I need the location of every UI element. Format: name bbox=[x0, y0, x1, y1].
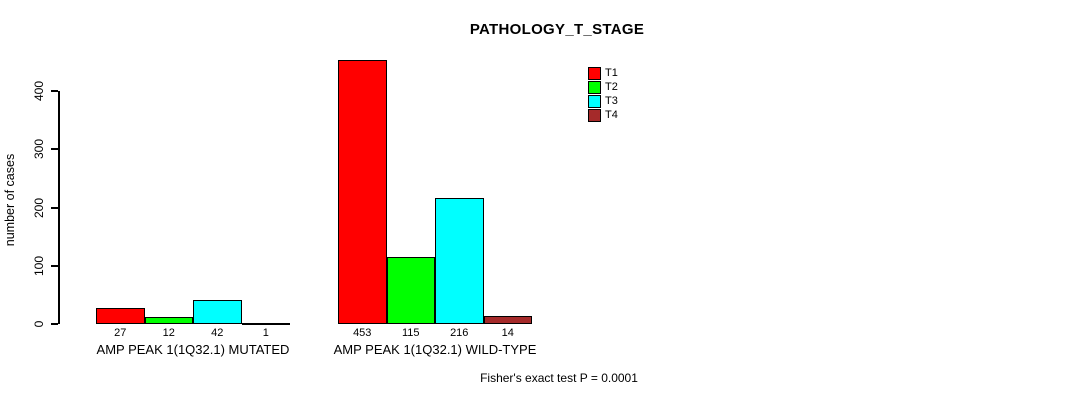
y-tick-label: 300 bbox=[32, 139, 46, 160]
bar bbox=[144, 317, 193, 324]
legend-label: T1 bbox=[605, 67, 618, 79]
y-tick-label: 400 bbox=[32, 80, 46, 102]
bar-value-label: 12 bbox=[162, 326, 175, 339]
legend-swatch-icon bbox=[588, 66, 601, 80]
bar-value-label: 453 bbox=[353, 326, 372, 339]
legend-swatch-icon bbox=[588, 108, 601, 122]
bar bbox=[241, 323, 290, 326]
group-label: AMP PEAK 1(1Q32.1) MUTATED bbox=[96, 341, 290, 357]
legend-item: T1 bbox=[588, 66, 618, 80]
legend-label: T3 bbox=[605, 95, 618, 107]
legend: T1 T2 T3 T4 bbox=[588, 66, 618, 122]
legend-item: T4 bbox=[588, 108, 618, 122]
y-tick bbox=[51, 264, 58, 267]
bar bbox=[96, 308, 145, 324]
y-tick bbox=[51, 148, 58, 151]
group-label: AMP PEAK 1(1Q32.1) WILD-TYPE bbox=[333, 341, 537, 357]
bar bbox=[338, 60, 387, 324]
bar-value-label: 216 bbox=[450, 326, 469, 339]
legend-item: T2 bbox=[588, 80, 618, 94]
bar-value-label: 14 bbox=[501, 326, 514, 339]
legend-swatch-icon bbox=[588, 80, 601, 94]
footnote-text: Fisher's exact test P = 0.0001 bbox=[480, 371, 638, 385]
bar-value-label: 115 bbox=[401, 326, 420, 339]
legend-label: T4 bbox=[605, 109, 618, 121]
bar bbox=[435, 198, 484, 324]
bar-value-label: 27 bbox=[114, 326, 127, 339]
y-tick bbox=[51, 90, 58, 92]
legend-swatch-icon bbox=[588, 94, 601, 108]
bar bbox=[193, 299, 242, 324]
y-axis-line bbox=[58, 91, 60, 324]
bar bbox=[483, 315, 532, 324]
y-tick-label: 200 bbox=[32, 197, 46, 218]
bar bbox=[386, 257, 435, 324]
y-tick bbox=[51, 206, 58, 209]
legend-label: T2 bbox=[605, 81, 618, 93]
bar-value-label: 42 bbox=[211, 326, 224, 339]
bar-value-label: 1 bbox=[262, 326, 269, 339]
legend-item: T3 bbox=[588, 94, 618, 108]
chart-title: PATHOLOGY_T_STAGE bbox=[469, 21, 645, 38]
y-tick-label: 100 bbox=[32, 255, 46, 276]
y-tick bbox=[51, 323, 58, 325]
